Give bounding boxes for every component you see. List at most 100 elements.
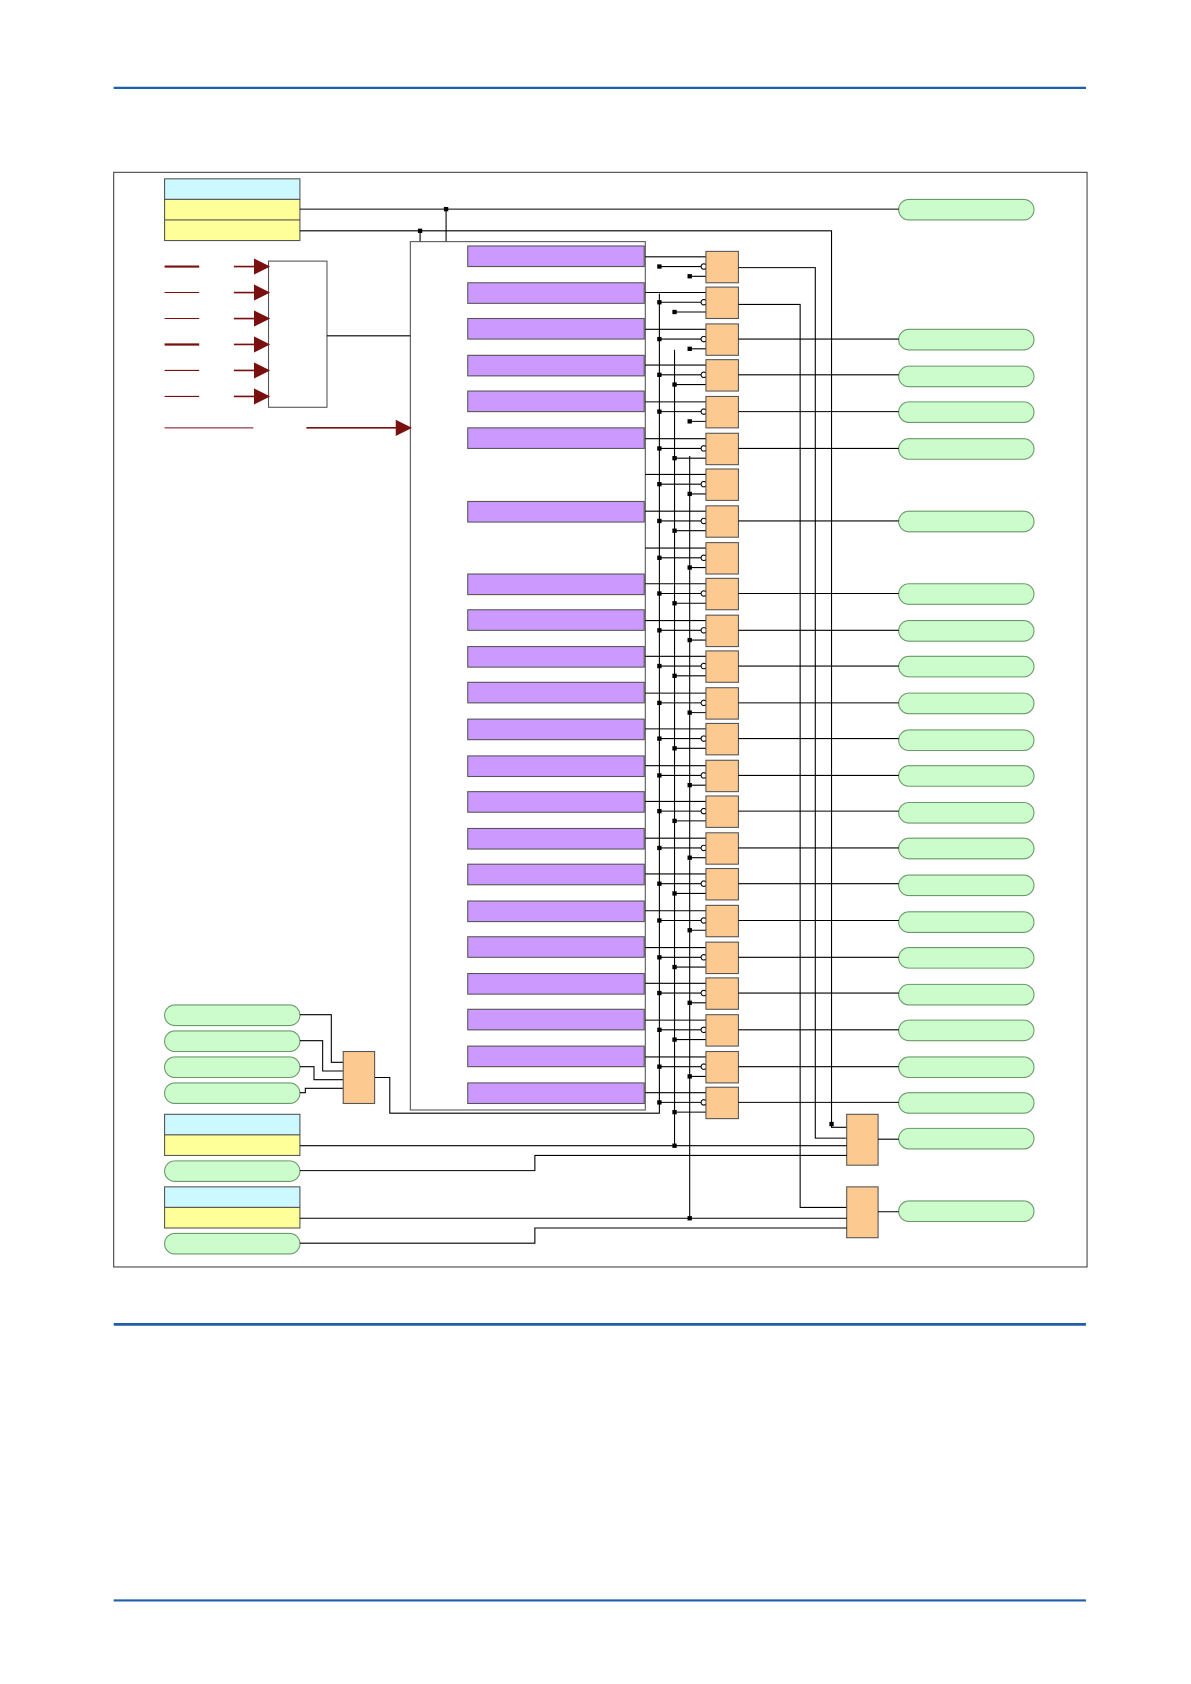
setting-box [164, 1206, 301, 1229]
wire [299, 1087, 344, 1094]
signal-pill [898, 655, 1035, 678]
junction [657, 955, 662, 960]
junction [672, 528, 677, 533]
and-gate [705, 577, 739, 611]
junction [687, 1000, 692, 1005]
junction [829, 1121, 834, 1127]
junction [687, 637, 692, 643]
output-bar [467, 791, 645, 813]
junction [657, 628, 662, 633]
junction [657, 1100, 662, 1105]
junction [672, 964, 677, 970]
junction [657, 881, 662, 886]
output-bar [467, 900, 645, 923]
junction [687, 565, 692, 570]
junction [687, 855, 692, 860]
and-gate [705, 323, 739, 356]
signal-pill [164, 1030, 301, 1053]
and-gate [705, 867, 739, 901]
junction [672, 1109, 677, 1115]
setting-box [164, 1113, 301, 1136]
wire [299, 1040, 344, 1072]
output-bar [467, 718, 645, 741]
and-gate [705, 286, 739, 320]
and-gate [705, 395, 739, 429]
and-gate [705, 542, 739, 575]
signal-pill [898, 1127, 1035, 1150]
junction [657, 300, 662, 305]
output-bar [467, 500, 645, 523]
output-bar [467, 390, 645, 413]
input-block [267, 260, 328, 408]
and-gate [705, 650, 739, 683]
output-bar [467, 936, 645, 958]
output-bar [467, 646, 645, 668]
output-bar [467, 245, 645, 268]
junction [672, 456, 677, 461]
junction [672, 1143, 677, 1148]
wire [299, 1066, 344, 1081]
output-bar [467, 1045, 645, 1068]
junction [672, 1037, 677, 1042]
junction [657, 736, 662, 741]
and-gate [705, 941, 739, 975]
signal-pill [898, 801, 1035, 824]
signal-pill [898, 365, 1035, 388]
output-bar [467, 427, 645, 449]
junction [687, 782, 692, 788]
and-gate [705, 432, 739, 466]
and-gate [705, 468, 739, 501]
and-gate [705, 722, 739, 756]
junction [657, 990, 662, 996]
signal-pill [898, 1200, 1035, 1223]
setting-box [164, 1134, 301, 1156]
setting-box [164, 219, 301, 242]
junction [672, 382, 677, 387]
wire [299, 1154, 847, 1172]
junction [657, 591, 662, 596]
wire [299, 1014, 344, 1063]
junction [657, 481, 662, 487]
signal-pill [898, 438, 1035, 460]
junction [672, 601, 677, 606]
signal-pill [898, 911, 1035, 933]
and-gate [705, 505, 739, 538]
output-bar [467, 282, 645, 304]
junction [657, 518, 662, 524]
signal-pill [898, 1019, 1035, 1042]
signal-pill [898, 510, 1035, 533]
signal-pill [898, 947, 1035, 969]
signal-pill [898, 583, 1035, 605]
and-gate [705, 1050, 739, 1084]
signal-pill [898, 692, 1035, 715]
output-bar [467, 317, 645, 340]
junction [657, 663, 662, 669]
signal-pill [164, 1082, 301, 1105]
wire [299, 1227, 847, 1244]
junction [657, 555, 662, 560]
setting-box [164, 198, 301, 221]
wire [374, 293, 660, 1114]
signal-pill [898, 765, 1035, 787]
or-gate [846, 1113, 879, 1166]
wire [738, 267, 847, 1139]
junction [657, 808, 662, 814]
and-gate [705, 904, 739, 938]
junction [657, 336, 662, 342]
and-gate [705, 832, 739, 865]
junction [687, 346, 692, 351]
junction [657, 1027, 662, 1033]
junction [657, 264, 662, 269]
and-gate [705, 1086, 739, 1120]
and-gate [705, 614, 739, 648]
and-gate [705, 795, 739, 828]
junction [672, 673, 677, 678]
junction [443, 206, 449, 212]
and-gate [705, 1014, 739, 1047]
signal-pill [898, 1092, 1035, 1114]
junction [687, 274, 692, 279]
output-bar [467, 863, 645, 886]
junction [687, 710, 692, 715]
diagram-frame [113, 171, 1088, 1268]
